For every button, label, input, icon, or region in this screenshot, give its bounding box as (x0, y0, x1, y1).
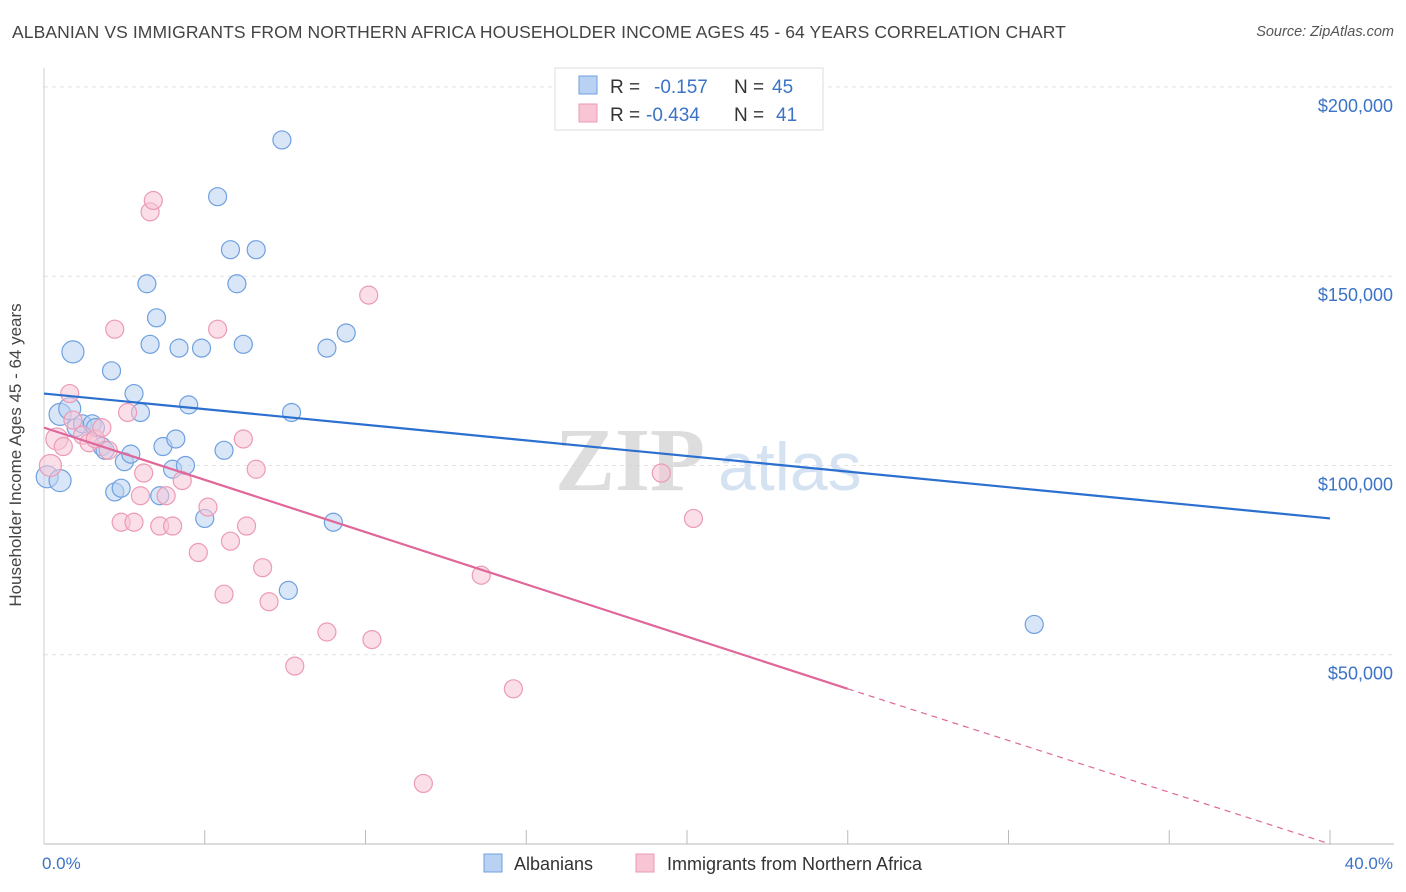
x-tick-label-min: 0.0% (42, 854, 81, 873)
point-albanians-11 (101, 361, 122, 381)
point-immigrants-33 (317, 622, 337, 642)
point-albanians-15 (121, 444, 141, 464)
chart-source: Source: ZipAtlas.com (1256, 24, 1394, 40)
point-immigrants-32 (285, 656, 305, 676)
point-immigrants-38 (503, 679, 523, 699)
point-immigrants-40 (683, 508, 704, 529)
point-albanians-13 (111, 478, 131, 498)
legend-n-value-1: 45 (772, 77, 793, 98)
point-albanians-27 (179, 395, 199, 415)
point-immigrants-31 (259, 592, 279, 612)
legend-bottom: Albanians Immigrants from Northern Afric… (483, 853, 923, 874)
point-immigrants-34 (359, 285, 379, 305)
point-immigrants-2 (53, 436, 73, 457)
point-albanians-25 (169, 338, 189, 358)
legend-swatch-immigrants (578, 103, 598, 123)
point-immigrants-30 (253, 558, 273, 578)
point-immigrants-10 (105, 319, 125, 339)
legend-r-value-1: -0.157 (654, 77, 708, 98)
point-albanians-39 (317, 338, 337, 358)
watermark-zip: ZIP (555, 411, 705, 510)
y-tick-label-2: $150,000 (1318, 285, 1393, 305)
point-immigrants-26 (220, 531, 241, 551)
legend-r-value-2: -0.434 (646, 105, 700, 126)
chart-title: ALBANIAN VS IMMIGRANTS FROM NORTHERN AFR… (12, 22, 1066, 42)
point-albanians-37 (278, 580, 298, 600)
point-immigrants-36 (413, 773, 433, 794)
immigrants-points (38, 190, 704, 794)
point-albanians-16 (124, 383, 144, 404)
point-immigrants-25 (214, 584, 234, 604)
point-immigrants-27 (233, 429, 253, 449)
point-immigrants-28 (236, 516, 257, 536)
point-immigrants-8 (92, 418, 112, 438)
point-albanians-36 (272, 130, 292, 150)
x-tick-labels: 0.0% 40.0% (42, 854, 1393, 873)
point-immigrants-19 (156, 486, 176, 506)
point-albanians-24 (166, 429, 186, 449)
point-albanians-34 (233, 334, 253, 354)
point-immigrants-12 (117, 402, 138, 423)
y-tick-label-1: $100,000 (1318, 474, 1393, 494)
point-albanians-41 (336, 323, 356, 343)
point-immigrants-20 (163, 516, 183, 536)
bottom-legend-albanians: Albanians (514, 854, 593, 874)
point-albanians-42 (1024, 614, 1044, 635)
point-immigrants-14 (130, 486, 151, 506)
trend-line-immigrants-extrapolated (847, 688, 1331, 845)
point-albanians-33 (227, 274, 247, 294)
point-albanians-30 (208, 187, 228, 207)
trend-lines (43, 392, 1331, 845)
trend-line-albanians (43, 392, 1331, 520)
point-immigrants-3 (60, 383, 80, 404)
point-immigrants-23 (198, 497, 218, 517)
point-immigrants-35 (362, 629, 382, 650)
point-immigrants-4 (63, 410, 83, 430)
legend-top: R = -0.157 N = 45 R = -0.434 N = 41 (554, 67, 824, 131)
point-albanians-18 (137, 274, 157, 294)
point-albanians-35 (246, 240, 266, 260)
x-ticks (204, 830, 1331, 844)
legend-n-value-2: 41 (776, 105, 797, 126)
point-immigrants-13 (124, 512, 144, 532)
y-tick-labels: $50,000 $100,000 $150,000 $200,000 (1318, 96, 1393, 684)
y-tick-label-3: $200,000 (1318, 96, 1393, 116)
legend-box (554, 67, 824, 131)
legend-r-label-2: R = (610, 105, 640, 126)
legend-swatch-albanians (578, 75, 598, 95)
bottom-swatch-albanians (483, 853, 503, 873)
legend-n-label-1: N = (734, 77, 764, 98)
point-albanians-4 (61, 340, 85, 364)
point-immigrants-15 (134, 463, 154, 483)
point-immigrants-22 (188, 542, 208, 563)
legend-r-label-1: R = (610, 77, 640, 98)
point-immigrants-39 (651, 463, 671, 483)
point-albanians-19 (140, 334, 160, 354)
point-albanians-31 (214, 440, 234, 460)
legend-n-label-2: N = (734, 105, 764, 126)
point-immigrants-17 (143, 190, 163, 211)
bottom-swatch-immigrants (635, 853, 655, 873)
x-tick-label-max: 40.0% (1345, 854, 1393, 873)
albanians-points (35, 130, 1044, 635)
point-albanians-20 (146, 308, 167, 328)
point-immigrants-0 (38, 453, 63, 478)
trend-line-immigrants (43, 426, 849, 690)
point-albanians-28 (191, 338, 212, 358)
point-immigrants-24 (208, 319, 228, 339)
bottom-legend-immigrants: Immigrants from Northern Africa (667, 854, 923, 874)
point-albanians-32 (220, 240, 241, 260)
watermark: ZIP atlas (555, 411, 862, 510)
point-immigrants-29 (246, 459, 266, 479)
y-tick-label-0: $50,000 (1328, 664, 1393, 684)
grid-lines (44, 86, 1394, 656)
